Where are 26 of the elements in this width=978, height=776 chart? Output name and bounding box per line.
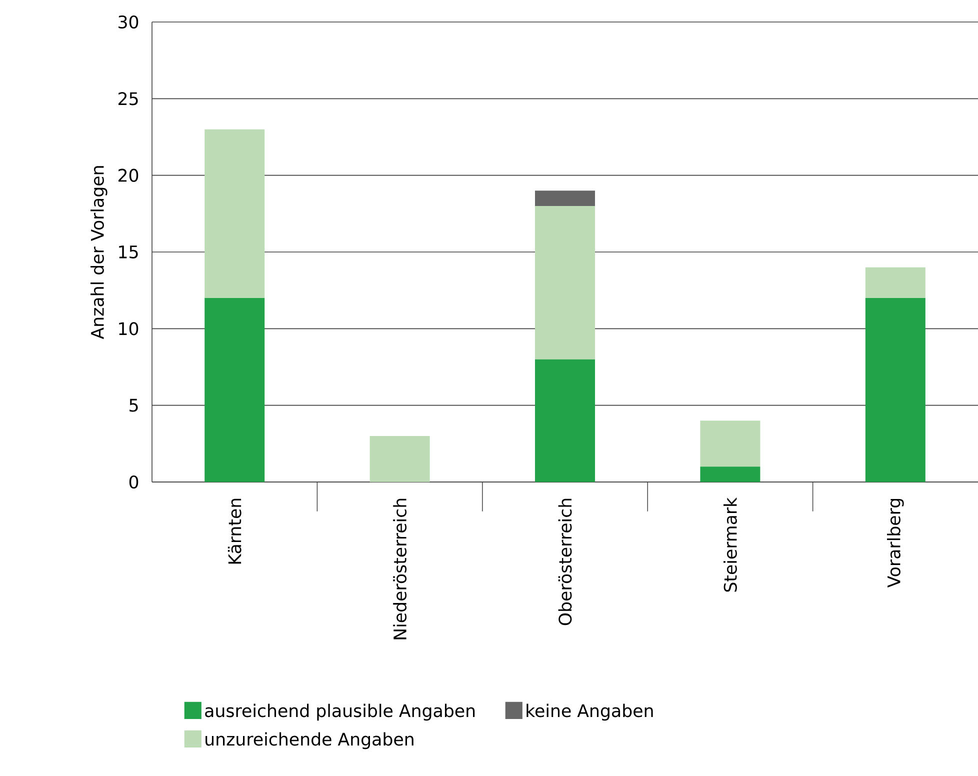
x-tick-label: Steiermark bbox=[723, 497, 737, 592]
y-tick-label: 30 bbox=[118, 15, 138, 29]
y-tick-label: 15 bbox=[119, 246, 138, 258]
legend-label: unzureichende Angaben bbox=[206, 732, 414, 750]
y-tick-label: 0 bbox=[129, 475, 138, 489]
x-tick-label: Oberösterreich bbox=[558, 498, 572, 626]
x-tick-label: Niederösterreich bbox=[393, 498, 407, 640]
bar bbox=[535, 190, 596, 206]
bar bbox=[535, 206, 596, 360]
bar bbox=[204, 298, 265, 482]
x-tick-label: Kärnten bbox=[228, 498, 242, 564]
bar bbox=[865, 298, 926, 482]
legend-label: keine Angaben bbox=[526, 704, 653, 721]
legend-label: ausreichend plausible Angaben bbox=[205, 704, 475, 721]
bar bbox=[204, 129, 265, 298]
y-tick-label: 20 bbox=[118, 168, 138, 182]
x-tick-label: Vorarlberg bbox=[887, 498, 904, 588]
bar bbox=[865, 267, 926, 298]
y-tick-label: 25 bbox=[118, 92, 138, 106]
bar bbox=[370, 436, 430, 482]
bar bbox=[700, 466, 760, 482]
y-tick-label: 10 bbox=[119, 322, 138, 336]
y-tick-label: 5 bbox=[130, 398, 138, 412]
bar bbox=[700, 420, 760, 467]
y-axis-title: Anzahl der Vorlagen bbox=[90, 166, 108, 340]
bar bbox=[535, 359, 596, 482]
